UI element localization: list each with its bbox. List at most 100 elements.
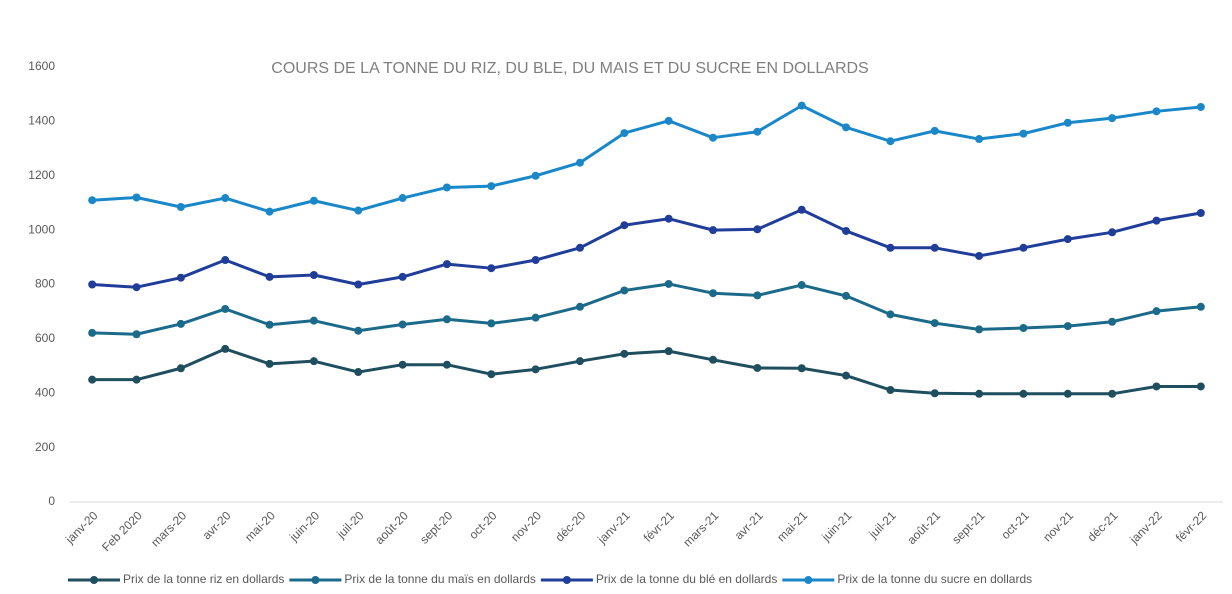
data-point [398, 194, 407, 203]
legend-item: Prix de la tonne du maïs en dollards [289, 572, 536, 586]
x-tick-label: oct-20 [466, 508, 500, 542]
x-tick-label: nov-20 [508, 508, 544, 544]
data-point [309, 316, 318, 325]
data-point [221, 194, 230, 203]
data-point [842, 371, 851, 380]
data-point [709, 289, 718, 298]
data-point [442, 260, 451, 269]
legend-marker [90, 576, 98, 584]
data-point [398, 272, 407, 281]
data-point [1152, 382, 1161, 391]
y-tick-label: 0 [48, 494, 55, 508]
data-point [132, 375, 141, 384]
data-point [1108, 114, 1117, 123]
data-point [1063, 118, 1072, 127]
data-point [1196, 382, 1205, 391]
x-tick-label: mars-21 [680, 508, 721, 549]
legend-marker [804, 576, 813, 584]
data-point [664, 279, 673, 288]
data-point [132, 330, 141, 339]
data-point [398, 360, 407, 369]
data-point [930, 243, 939, 252]
data-point [797, 364, 806, 373]
data-point [1196, 302, 1205, 311]
data-point [664, 116, 673, 125]
legend-item: Prix de la tonne riz en dollards [68, 572, 284, 586]
data-point [709, 226, 718, 235]
data-point [354, 206, 363, 215]
data-point [176, 203, 185, 212]
x-tick-label: sept-20 [417, 508, 455, 546]
data-point [975, 251, 984, 260]
data-point [620, 349, 629, 358]
x-tick-label: août-21 [904, 508, 943, 547]
data-point [176, 319, 185, 328]
legend-label: Prix de la tonne du maïs en dollards [344, 572, 535, 586]
x-tick-label: avr-20 [200, 508, 234, 542]
data-point [442, 183, 451, 192]
series-line [92, 282, 1201, 336]
legend-marker [562, 576, 571, 584]
data-point [575, 243, 584, 252]
legend-marker [311, 576, 320, 584]
y-tick-label: 1400 [28, 114, 55, 128]
series-line [92, 208, 1202, 289]
x-tick-label: juin-21 [818, 508, 854, 544]
data-point [886, 385, 895, 394]
x-tick-label: oct-21 [998, 508, 1032, 542]
data-point [975, 389, 984, 398]
legend-label: Prix de la tonne du blé en dollards [596, 572, 777, 586]
data-point [753, 225, 762, 234]
data-point [575, 357, 584, 366]
data-point [842, 123, 851, 132]
data-point [1196, 102, 1205, 111]
data-point [132, 193, 141, 202]
data-point [354, 280, 363, 289]
x-tick-label: août-20 [372, 508, 411, 547]
data-point [265, 359, 274, 368]
data-point [1108, 389, 1117, 398]
x-tick-label: juin-20 [286, 508, 322, 544]
series-line [92, 104, 1201, 214]
x-tick-label: juil-20 [333, 508, 366, 541]
data-point [664, 347, 673, 356]
x-tick-label: mai-20 [242, 508, 278, 544]
data-point [1019, 129, 1028, 138]
data-point [886, 310, 895, 319]
data-point [709, 133, 718, 142]
x-tick-label: déc-21 [1085, 508, 1121, 544]
x-tick-label: avr-21 [732, 508, 766, 542]
data-point [265, 320, 274, 329]
data-point [309, 196, 318, 205]
data-point [797, 205, 806, 214]
data-point [1196, 208, 1205, 217]
data-point [309, 357, 318, 366]
x-tick-label: févr-21 [641, 508, 678, 545]
y-tick-label: 1200 [28, 168, 55, 182]
data-point [442, 315, 451, 324]
x-tick-label: janv-21 [594, 508, 633, 547]
data-point [575, 302, 584, 311]
data-point [487, 182, 496, 191]
series-line [92, 347, 1201, 396]
data-point [176, 364, 185, 373]
data-point [620, 221, 629, 230]
x-tick-label: Feb 2020 [99, 508, 145, 554]
data-point [797, 101, 806, 110]
data-point [398, 320, 407, 329]
data-point [842, 291, 851, 300]
data-point [575, 158, 584, 167]
data-point [930, 319, 939, 328]
data-point [709, 355, 718, 364]
data-point [1152, 107, 1161, 116]
x-tick-label: déc-20 [552, 508, 588, 544]
y-tick-label: 800 [35, 277, 55, 291]
x-tick-label: nov-21 [1040, 508, 1076, 544]
y-tick-label: 1000 [28, 222, 55, 236]
data-point [620, 286, 629, 295]
data-point [1063, 322, 1072, 331]
data-point [132, 283, 141, 292]
data-point [1063, 389, 1072, 398]
data-point [176, 273, 185, 282]
